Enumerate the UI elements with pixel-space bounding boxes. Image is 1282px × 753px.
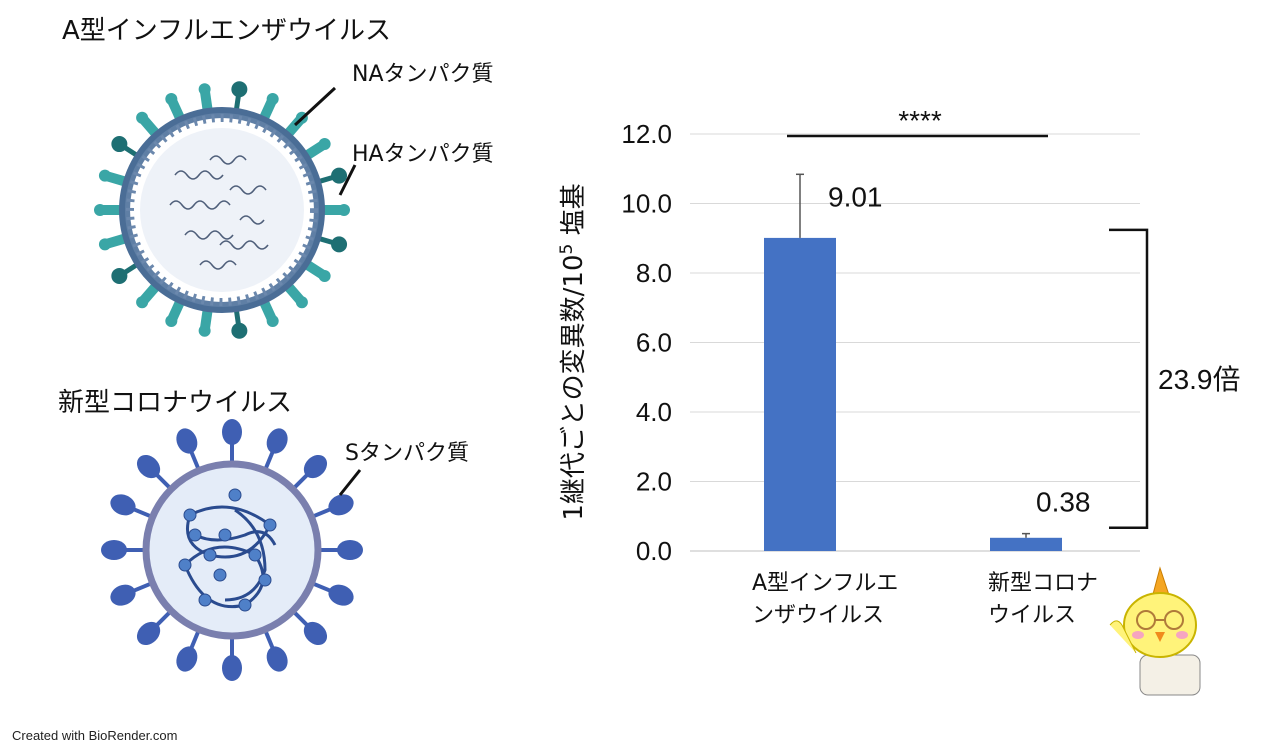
- coronavirus-illustration: [101, 419, 363, 681]
- data-labels: 9.01 0.38: [828, 181, 1091, 517]
- ha-na-spike: [317, 167, 348, 185]
- y-tick-10.0: 10.0: [621, 189, 672, 219]
- data-label-1: 0.38: [1036, 487, 1091, 518]
- y-tick-0.0: 0.0: [636, 536, 672, 566]
- ha-na-spike: [111, 261, 140, 284]
- y-tick-2.0: 2.0: [636, 467, 672, 497]
- biorender-credit: Created with BioRender.com: [12, 728, 178, 743]
- category-label-0-line2: ンザウイルス: [752, 603, 884, 628]
- ha-na-spike: [317, 235, 348, 253]
- ha-na-spike: [198, 308, 213, 337]
- ratio-label: 23.9倍: [1158, 364, 1241, 395]
- ha-na-spike: [165, 93, 186, 122]
- bars: [764, 237, 1062, 551]
- category-label-1-line1: 新型コロナ: [988, 571, 1098, 596]
- bar-1: [990, 537, 1062, 551]
- y-tick-6.0: 6.0: [636, 328, 672, 358]
- error-bars: [796, 173, 1030, 538]
- s-protein-label: Sタンパク質: [345, 441, 469, 466]
- ha-na-spike: [136, 111, 161, 138]
- ha-na-spike: [283, 282, 308, 309]
- annotations: **** 23.9倍: [787, 105, 1241, 530]
- ha-na-spike: [303, 259, 331, 282]
- y-tick-labels: 0.0 2.0 4.0 6.0 8.0 10.0 12.0: [621, 119, 672, 566]
- ha-na-spike: [258, 93, 279, 122]
- ha-na-spike: [111, 136, 140, 159]
- y-tick-8.0: 8.0: [636, 258, 672, 288]
- ha-protein-label: HAタンパク質: [352, 142, 494, 167]
- covid-title: 新型コロナウイルス: [58, 388, 293, 418]
- professor-mascot: [1109, 566, 1201, 696]
- category-labels: A型インフルエンザウイルス 新型コロナウイルス: [752, 571, 1098, 628]
- influenza-virus-illustration: [94, 81, 357, 339]
- ha-na-spike: [94, 204, 122, 216]
- mutation-bar-chart: 0.0 2.0 4.0 6.0 8.0 10.0 12.0 9.01 0.38 A型インフルエ…: [557, 105, 1241, 628]
- ha-na-spike: [165, 298, 186, 327]
- ha-na-spike: [198, 83, 213, 112]
- bar-0: [764, 237, 836, 551]
- ha-na-spike: [136, 282, 161, 309]
- ha-na-spike: [98, 233, 128, 251]
- ha-na-spike: [98, 169, 128, 187]
- category-label-1-line2: ウイルス: [988, 603, 1076, 628]
- category-label-0-line1: A型インフルエ: [752, 571, 898, 596]
- y-axis-label: 1継代ごとの変異数/105 塩基: [557, 183, 589, 520]
- y-tick-12.0: 12.0: [621, 119, 672, 149]
- significance-stars: ****: [898, 105, 942, 136]
- ha-na-spike: [258, 298, 279, 327]
- ratio-bracket: [1109, 228, 1149, 530]
- ha-na-spike: [303, 138, 331, 161]
- flu-title: A型インフルエンザウイルス: [62, 16, 392, 46]
- y-tick-4.0: 4.0: [636, 397, 672, 427]
- ha-na-spike: [322, 204, 350, 216]
- na-protein-label: NAタンパク質: [352, 62, 494, 87]
- data-label-0: 9.01: [828, 181, 883, 212]
- ha-na-spike: [231, 308, 248, 339]
- ha-na-spike: [231, 81, 248, 112]
